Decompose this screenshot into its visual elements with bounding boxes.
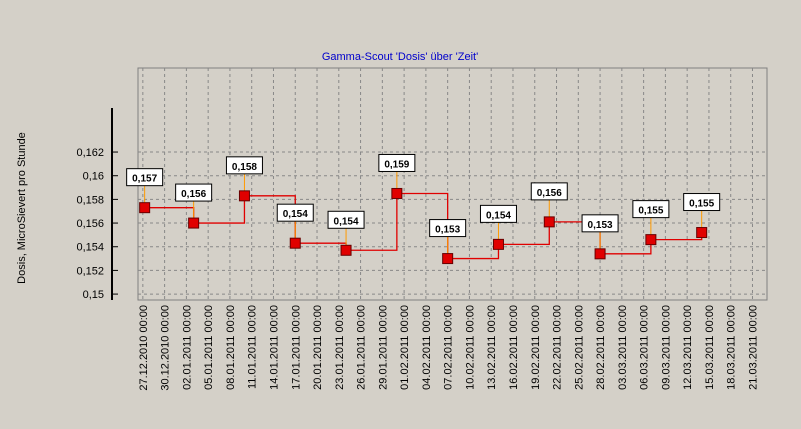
marker bbox=[442, 253, 454, 265]
marker bbox=[543, 216, 555, 228]
data-label-box bbox=[175, 183, 213, 202]
x-tick-label: 03.03.2011 00:00 bbox=[617, 305, 629, 390]
data-label-box bbox=[378, 153, 416, 172]
data-label: 0,153 bbox=[435, 225, 460, 236]
x-tick-label: 16.02.2011 00:00 bbox=[508, 305, 520, 390]
data-label: 0,154 bbox=[334, 216, 359, 227]
x-tick-label: 14.01.2011 00:00 bbox=[268, 305, 280, 390]
x-tick-label: 26.01.2011 00:00 bbox=[356, 305, 368, 390]
x-tick-label: 23.01.2011 00:00 bbox=[334, 305, 346, 390]
x-tick-label: 01.02.2011 00:00 bbox=[399, 305, 411, 390]
x-tick-label: 08.01.2011 00:00 bbox=[225, 305, 237, 390]
x-tick-label: 04.02.2011 00:00 bbox=[421, 305, 433, 390]
data-label-box bbox=[429, 219, 467, 238]
marker bbox=[696, 227, 708, 239]
data-label: 0,159 bbox=[384, 159, 409, 170]
marker bbox=[391, 187, 403, 199]
x-tick-label: 20.01.2011 00:00 bbox=[312, 305, 324, 390]
x-tick-label: 22.02.2011 00:00 bbox=[552, 305, 564, 390]
data-label-box bbox=[225, 156, 263, 175]
data-label: 0,156 bbox=[181, 189, 206, 200]
x-tick-label: 28.02.2011 00:00 bbox=[595, 305, 607, 390]
marker bbox=[289, 237, 301, 249]
x-tick-label: 02.01.2011 00:00 bbox=[181, 305, 193, 390]
step-line bbox=[144, 192, 703, 260]
x-tick-label: 15.03.2011 00:00 bbox=[704, 305, 716, 390]
data-label: 0,155 bbox=[689, 199, 714, 210]
x-tick-label: 13.02.2011 00:00 bbox=[486, 305, 498, 390]
x-tick-label: 25.02.2011 00:00 bbox=[573, 305, 585, 390]
data-label: 0,154 bbox=[486, 210, 511, 221]
y-tick-label: 0,154 bbox=[76, 242, 104, 254]
y-tick-label: 0,162 bbox=[76, 147, 104, 159]
x-tick-label: 12.03.2011 00:00 bbox=[682, 305, 694, 390]
marker bbox=[492, 238, 504, 250]
data-label: 0,153 bbox=[588, 220, 613, 231]
data-label: 0,157 bbox=[132, 174, 157, 185]
x-tick-label: 17.01.2011 00:00 bbox=[290, 305, 302, 390]
y-tick-label: 0,158 bbox=[76, 194, 104, 206]
data-label-box bbox=[479, 204, 517, 223]
data-label: 0,154 bbox=[283, 209, 308, 220]
x-tick-label: 21.03.2011 00:00 bbox=[747, 305, 759, 390]
data-label: 0,155 bbox=[638, 206, 663, 217]
y-tick-label: 0,15 bbox=[83, 289, 104, 301]
x-tick-label: 19.02.2011 00:00 bbox=[530, 305, 542, 390]
x-tick-label: 11.01.2011 00:00 bbox=[247, 305, 259, 389]
x-tick-label: 06.03.2011 00:00 bbox=[639, 305, 651, 390]
x-tick-label: 07.02.2011 00:00 bbox=[443, 305, 455, 390]
data-label-box bbox=[632, 200, 670, 219]
data-label: 0,158 bbox=[232, 162, 257, 173]
x-tick-label: 29.01.2011 00:00 bbox=[377, 305, 389, 390]
x-tick-label: 05.01.2011 00:00 bbox=[203, 305, 215, 390]
x-tick-label: 27.12.2010 00:00 bbox=[138, 305, 150, 391]
x-tick-label: 10.02.2011 00:00 bbox=[464, 305, 476, 390]
marker bbox=[139, 202, 151, 214]
data-label-box bbox=[126, 168, 164, 187]
y-tick-label: 0,152 bbox=[76, 265, 104, 277]
marker bbox=[188, 217, 200, 229]
marker bbox=[340, 244, 352, 256]
y-axis-title: Dosis, MicroSievert pro Stunde bbox=[16, 132, 28, 284]
chart-title: Gamma-Scout 'Dosis' über 'Zeit' bbox=[322, 51, 478, 63]
x-tick-label: 30.12.2010 00:00 bbox=[160, 305, 172, 391]
data-label: 0,156 bbox=[537, 188, 562, 199]
x-tick-label: 09.03.2011 00:00 bbox=[660, 305, 672, 390]
data-label-box bbox=[327, 210, 365, 229]
plot-area bbox=[137, 67, 768, 301]
data-label-box bbox=[581, 214, 619, 233]
marker bbox=[238, 190, 250, 202]
marker bbox=[645, 234, 657, 246]
x-tick-label: 18.03.2011 00:00 bbox=[726, 305, 738, 390]
y-tick-label: 0,156 bbox=[76, 218, 104, 230]
data-label-box bbox=[683, 193, 721, 212]
marker bbox=[594, 248, 606, 260]
y-tick-label: 0,16 bbox=[83, 171, 104, 183]
data-label-box bbox=[530, 182, 568, 201]
data-label-box bbox=[276, 203, 314, 222]
